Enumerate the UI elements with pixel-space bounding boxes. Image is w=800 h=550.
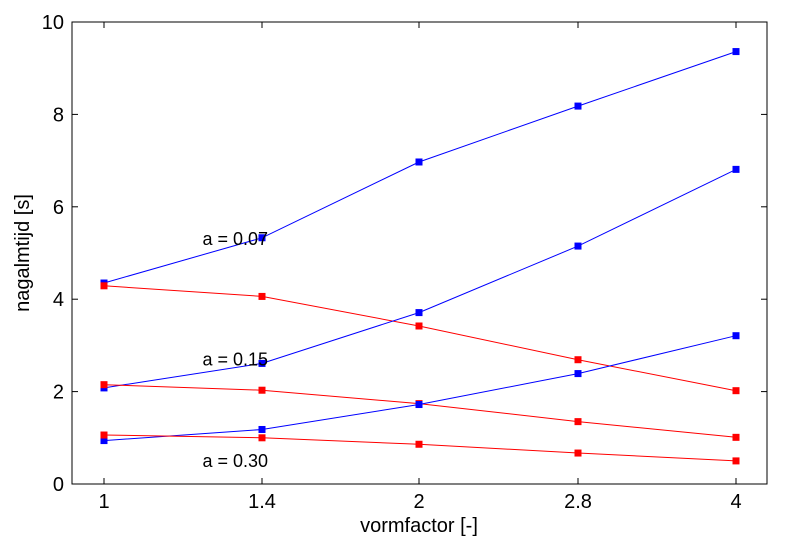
data-point	[100, 381, 108, 389]
data-point	[574, 102, 582, 110]
data-point	[732, 332, 740, 340]
y-tick-label: 8	[53, 104, 64, 126]
annotation-label: a = 0.07	[203, 229, 269, 249]
data-point	[100, 431, 108, 439]
data-point	[258, 425, 266, 433]
y-tick-label: 10	[42, 12, 64, 34]
data-point	[732, 165, 740, 173]
x-tick-label: 2.8	[564, 491, 592, 513]
data-point	[258, 234, 266, 242]
data-point	[258, 386, 266, 394]
data-point	[258, 434, 266, 442]
x-tick-label: 1	[98, 491, 109, 513]
data-point	[732, 48, 740, 56]
data-point	[574, 449, 582, 457]
data-point	[732, 457, 740, 465]
y-tick-label: 2	[53, 382, 64, 404]
y-tick-label: 6	[53, 197, 64, 219]
data-point	[100, 282, 108, 290]
annotation-label: a = 0.15	[203, 349, 269, 369]
annotation-label: a = 0.30	[203, 451, 269, 471]
data-point	[732, 387, 740, 395]
y-tick-label: 0	[53, 474, 64, 496]
x-axis-label: vormfactor [-]	[360, 515, 478, 537]
data-point	[415, 322, 423, 330]
y-ticks: 0 2 4 6 8 10	[42, 12, 767, 496]
data-point	[415, 309, 423, 317]
x-tick-label: 2	[413, 491, 424, 513]
data-point	[258, 359, 266, 367]
data-point	[574, 418, 582, 426]
data-point	[100, 437, 108, 445]
x-tick-label: 4	[730, 491, 741, 513]
x-ticks: 1 1.4 2 2.8 4	[98, 22, 742, 513]
data-point	[415, 440, 423, 448]
annotations: a = 0.07 a = 0.15 a = 0.30	[203, 229, 269, 471]
y-tick-label: 4	[53, 289, 64, 311]
data-point	[732, 433, 740, 441]
y-axis-label: nagalmtijd [s]	[12, 194, 34, 312]
data-point	[574, 370, 582, 378]
series-layer	[100, 48, 740, 465]
x-tick-label: 1.4	[248, 491, 276, 513]
data-point	[574, 242, 582, 250]
data-point	[415, 158, 423, 166]
data-point	[258, 292, 266, 300]
plot-area	[71, 21, 768, 485]
data-point	[415, 401, 423, 409]
data-point	[574, 356, 582, 364]
